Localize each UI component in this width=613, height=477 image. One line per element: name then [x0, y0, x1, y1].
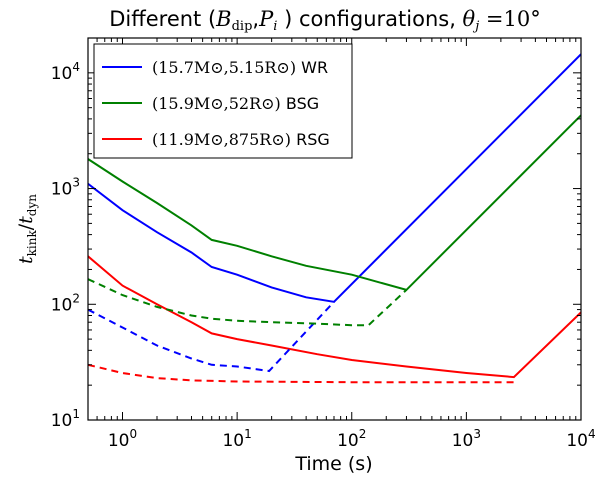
x-tick-label: 103: [452, 427, 481, 451]
y-axis-label: tkink/tdyn: [15, 194, 39, 264]
x-tick-label: 102: [337, 427, 366, 451]
legend-label: (11.9M⊙,875R⊙) RSG: [152, 130, 330, 149]
series-line-1-solid: [88, 114, 581, 292]
x-tick-label: 100: [108, 427, 137, 451]
chart-title: Different (Bdip,Pi ) configurations, θj …: [109, 7, 540, 34]
series-line-4-dashed: [88, 278, 408, 327]
plot-frame: [87, 37, 582, 421]
x-tick-label: 104: [566, 427, 595, 451]
x-axis-label: Time (s): [294, 453, 372, 475]
series-layer: [88, 53, 581, 384]
x-tick-label: 101: [222, 427, 251, 451]
legend-label: (15.9M⊙,52R⊙) BSG: [152, 94, 319, 113]
legend: (15.7M⊙,5.15R⊙) WR (15.9M⊙,52R⊙) BSG (11.9…: [93, 43, 353, 159]
legend-label: (15.7M⊙,5.15R⊙) WR: [152, 58, 328, 77]
series-line-2-solid: [88, 255, 581, 379]
y-tick-label: 101: [51, 407, 80, 431]
tick-labels-layer: 100 101 102 103 104 101 102 103 104: [51, 60, 596, 451]
series-line-0-solid: [88, 53, 581, 303]
ticks-layer: [87, 37, 582, 421]
y-tick-label: 102: [51, 291, 80, 315]
y-tick-label: 103: [51, 176, 80, 200]
y-tick-label: 104: [51, 60, 80, 84]
series-line-3-dashed: [88, 301, 335, 373]
series-line-5-dashed: [88, 363, 514, 384]
